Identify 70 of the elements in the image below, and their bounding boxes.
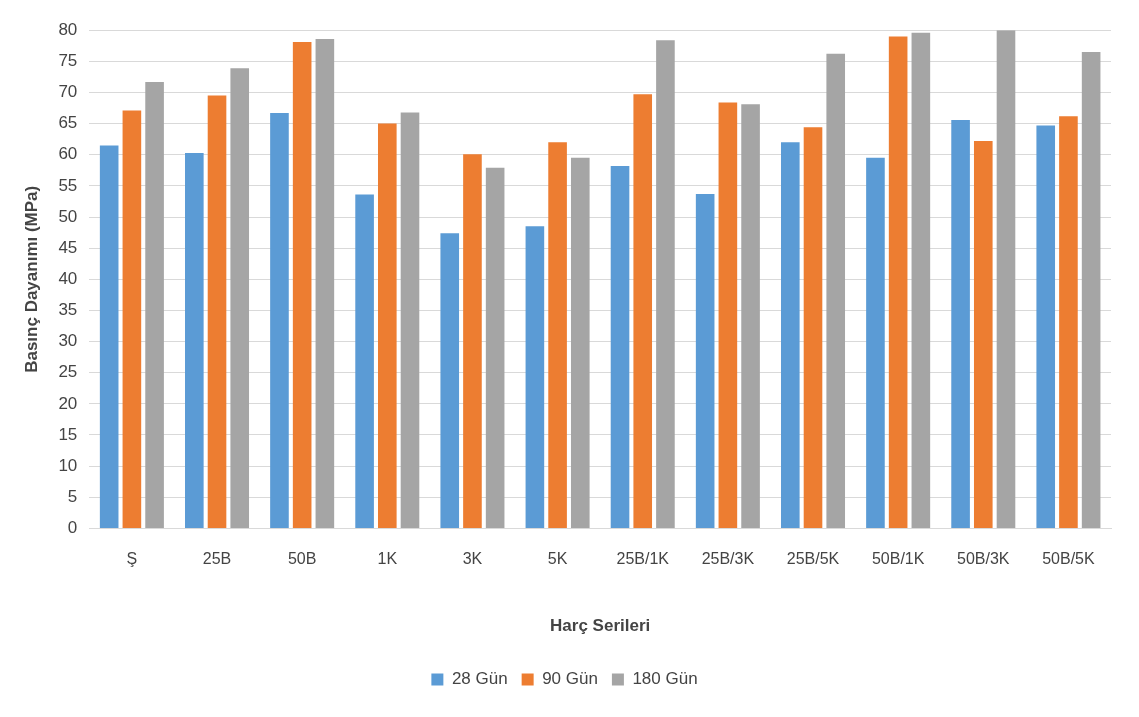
y-tick-label: 20	[58, 393, 78, 413]
y-tick-label: 15	[58, 424, 78, 444]
y-tick-label: 10	[58, 455, 78, 475]
bar	[122, 110, 142, 528]
x-tick-label: 25B/5K	[786, 550, 840, 568]
x-tick-label: 25B/1K	[616, 550, 670, 568]
y-tick-label: 5	[67, 486, 78, 506]
bar	[315, 38, 335, 528]
x-tick-label: 50B/3K	[957, 550, 1010, 568]
bar	[145, 81, 164, 528]
bar	[780, 142, 800, 528]
x-tick-label: 50B/1K	[871, 550, 925, 568]
y-axis-title: Basınç Dayanımı (MPa)	[21, 185, 41, 373]
bar	[570, 157, 590, 528]
bar	[866, 157, 885, 528]
bar	[377, 123, 397, 528]
bar	[610, 165, 630, 528]
bar	[888, 36, 908, 528]
bar	[1081, 52, 1101, 528]
x-tick-label: 50B	[287, 550, 317, 568]
y-tick-label: 70	[58, 82, 78, 102]
bar	[633, 94, 653, 528]
bar	[548, 142, 567, 528]
bar	[803, 127, 823, 528]
bar	[1036, 125, 1056, 528]
y-tick-label: 65	[58, 113, 78, 133]
y-tick-label: 50	[58, 206, 78, 226]
x-tick-label: 25B	[202, 550, 232, 568]
legend-label: 90 Gün	[542, 669, 598, 689]
legend-label: 28 Gün	[451, 669, 508, 689]
y-tick-label: 55	[58, 175, 78, 195]
x-tick-label: 5K	[547, 550, 568, 568]
x-tick-label: 3K	[462, 550, 483, 568]
bar	[996, 30, 1016, 528]
y-tick-label: 25	[58, 362, 78, 382]
bar	[826, 53, 846, 528]
bar	[292, 42, 312, 528]
bar	[951, 119, 970, 528]
bar	[741, 104, 760, 528]
bar	[1059, 116, 1078, 528]
legend-label: 180 Gün	[632, 669, 698, 689]
bar	[400, 112, 420, 528]
bar	[230, 68, 250, 528]
y-tick-label: 80	[58, 19, 78, 39]
bar	[973, 141, 993, 528]
y-tick-label: 35	[58, 300, 78, 320]
y-tick-label: 30	[58, 331, 78, 351]
bar	[270, 113, 289, 528]
bar	[463, 154, 482, 528]
y-tick-label: 60	[58, 144, 78, 164]
y-tick-label: 0	[67, 518, 78, 538]
x-tick-label: 1K	[377, 550, 398, 568]
bar	[525, 226, 545, 528]
y-tick-label: 40	[58, 268, 78, 288]
bar	[718, 102, 738, 528]
y-tick-label: 75	[58, 51, 78, 71]
x-tick-label: 25B/3K	[701, 550, 755, 568]
x-axis-title: Harç Serileri	[550, 616, 651, 636]
x-tick-label: 50B/5K	[1042, 550, 1095, 568]
x-tick-label: Ş	[126, 550, 138, 568]
bar	[440, 233, 460, 528]
bar	[656, 40, 675, 528]
bar	[911, 32, 931, 528]
bar	[207, 95, 227, 528]
bar	[695, 193, 715, 528]
bar	[99, 145, 119, 528]
bar	[355, 194, 374, 528]
y-tick-label: 45	[58, 237, 78, 257]
bar	[185, 152, 204, 528]
bar	[485, 167, 505, 528]
